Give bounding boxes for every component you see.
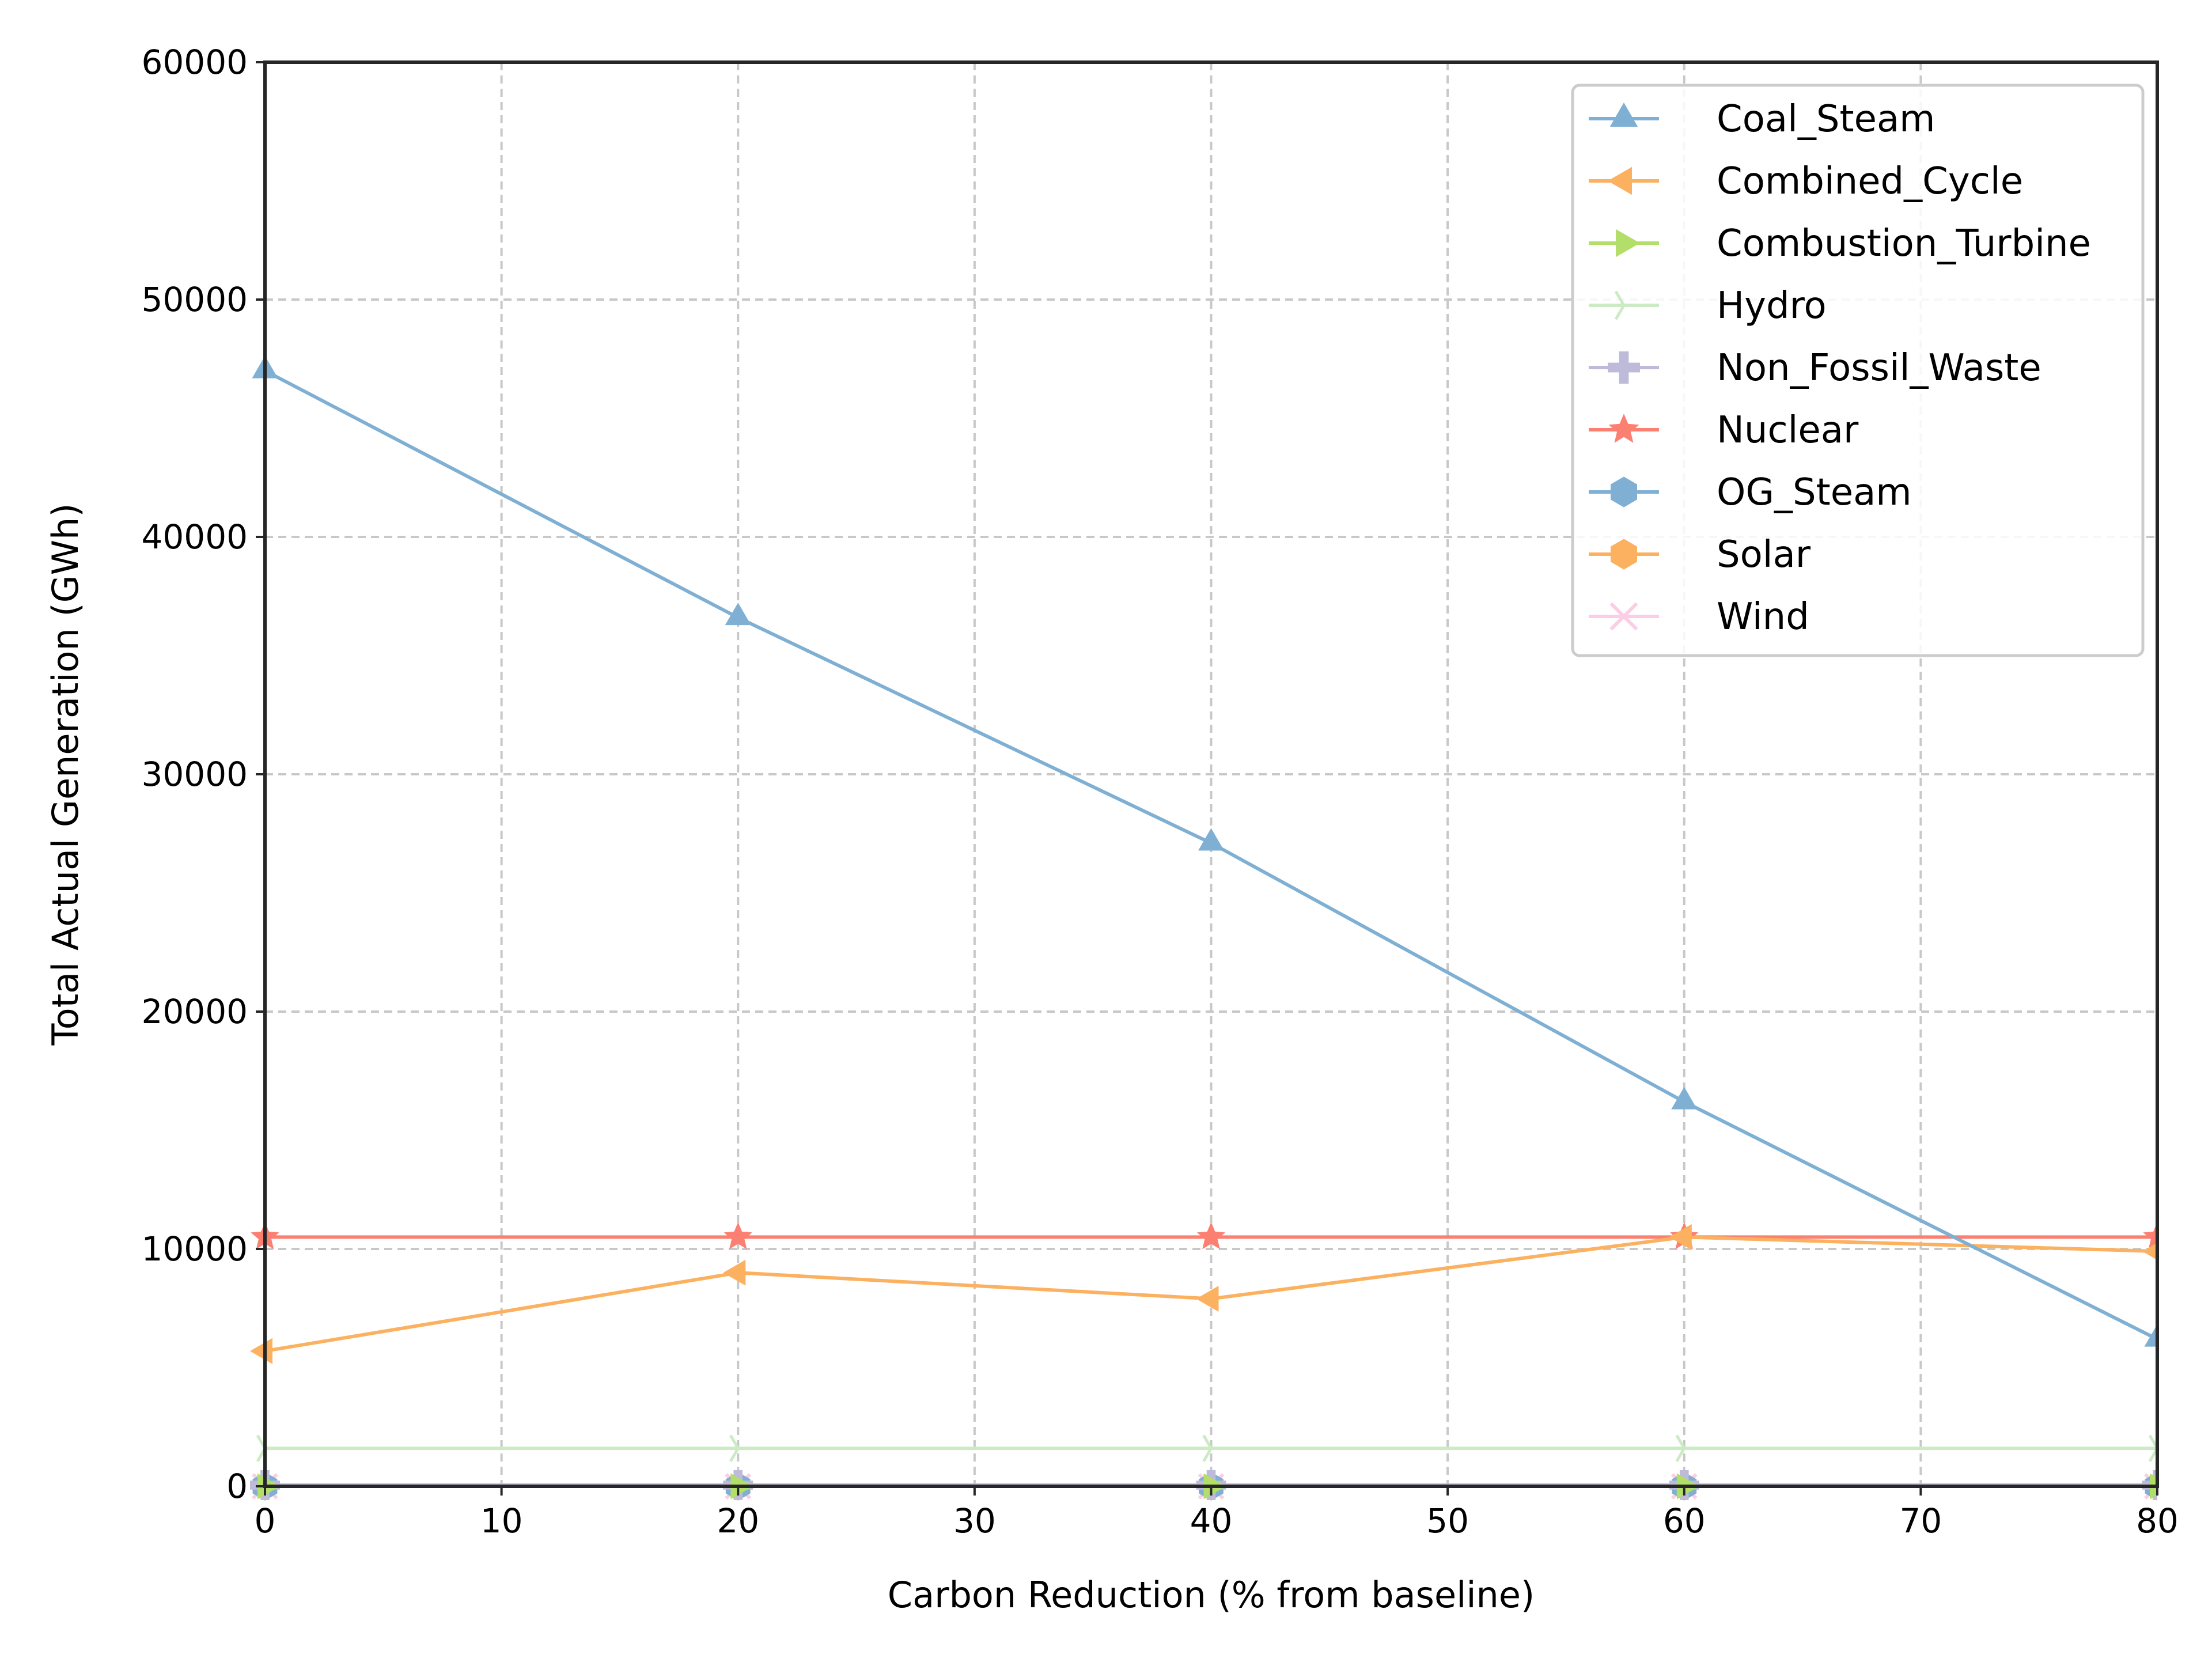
- legend-label: OG_Steam: [1717, 471, 1912, 514]
- y-tick-label: 0: [226, 1467, 248, 1506]
- data-point-hydro: [1202, 1434, 1226, 1462]
- legend-marker: [1611, 539, 1637, 570]
- data-point-combined-cycle: [723, 1259, 746, 1286]
- x-tick-label: 20: [717, 1501, 759, 1540]
- data-point-coal-steam: [725, 603, 751, 626]
- marker-stroke: [1614, 304, 1626, 320]
- x-tick-label: 70: [1899, 1501, 1942, 1540]
- x-tick-label: 60: [1663, 1501, 1706, 1540]
- legend-label: Combustion_Turbine: [1717, 222, 2091, 265]
- marker-stroke: [1675, 1447, 1685, 1462]
- data-point-coal-steam: [1198, 828, 1224, 851]
- legend-marker: [1616, 229, 1640, 258]
- x-tick-label: 80: [2136, 1501, 2179, 1540]
- legend-label: Non_Fossil_Waste: [1717, 347, 2041, 389]
- marker-stroke: [1202, 1447, 1213, 1462]
- marker-stroke: [1614, 290, 1626, 306]
- y-tick-label: 50000: [141, 280, 248, 319]
- legend-label: Hydro: [1717, 285, 1827, 327]
- data-point-nuclear: [724, 1222, 752, 1250]
- data-point-combined-cycle: [1669, 1224, 1692, 1250]
- legend-entry-combined-cycle: Combined_Cycle: [1589, 160, 2023, 203]
- legend-entry-nuclear: Nuclear: [1589, 409, 1859, 452]
- legend: Coal_Steam Combined_Cycle Combustion_Turbi…: [1571, 84, 2145, 657]
- data-point-hydro: [729, 1434, 753, 1462]
- legend-marker: [1611, 476, 1637, 508]
- legend-marker: [1608, 351, 1640, 384]
- y-axis-label: Total Actual Generation (GWh): [44, 503, 86, 1046]
- legend-entry-solar: Solar: [1589, 533, 1811, 576]
- data-point-coal-steam: [1671, 1086, 1698, 1110]
- legend-marker: [1614, 290, 1640, 320]
- data-point-combined-cycle: [1196, 1286, 1219, 1312]
- x-tick-label: 50: [1426, 1501, 1469, 1540]
- data-point-coal-steam: [2144, 1324, 2157, 1347]
- series-combined-cycle: [250, 1224, 2157, 1364]
- legend-entry-og-steam: OG_Steam: [1589, 471, 1912, 514]
- data-point-nuclear: [1196, 1222, 1226, 1250]
- data-point-hydro: [1675, 1434, 1699, 1462]
- y-tick-label: 10000: [141, 1229, 248, 1269]
- data-point-combined-cycle: [250, 1338, 272, 1364]
- legend-label: Combined_Cycle: [1717, 160, 2023, 203]
- legend-box: [1571, 84, 2145, 657]
- y-tick-label: 20000: [141, 992, 248, 1031]
- legend-entry-wind: Wind: [1589, 596, 1809, 638]
- legend-label: Solar: [1717, 533, 1811, 576]
- legend-marker: [1608, 414, 1639, 443]
- marker-bar: [1619, 351, 1629, 384]
- marker-stroke: [1609, 602, 1638, 631]
- legend-label: Coal_Steam: [1717, 98, 1936, 141]
- marker-stroke: [1202, 1434, 1213, 1449]
- data-point-combined-cycle: [2142, 1243, 2157, 1260]
- y-tick-label: 40000: [141, 517, 248, 556]
- legend-marker: [1609, 103, 1638, 127]
- x-axis-label: Carbon Reduction (% from baseline): [888, 1574, 1535, 1616]
- legend-marker: [1609, 602, 1638, 631]
- legend-entry-combustion-turbine: Combustion_Turbine: [1589, 222, 2091, 265]
- y-tick-label: 30000: [141, 755, 248, 794]
- x-tick-label: 0: [255, 1501, 276, 1540]
- marker-stroke: [729, 1447, 740, 1462]
- legend-marker: [1608, 166, 1632, 195]
- marker-stroke: [1675, 1434, 1685, 1449]
- legend-label: Wind: [1717, 596, 1809, 638]
- axis-ticks: 0 10 20 30 40 50 60 70 80 0 10000 20000 30000 40000 50…: [141, 43, 2178, 1540]
- legend-entry-non-fossil-waste: Non_Fossil_Waste: [1589, 347, 2041, 389]
- legend-entry-hydro: Hydro: [1589, 285, 1827, 327]
- y-tick-label: 60000: [141, 43, 248, 82]
- x-tick-label: 10: [480, 1501, 523, 1540]
- legend-label: Nuclear: [1717, 409, 1859, 452]
- series-coal-steam: [252, 355, 2157, 1347]
- x-tick-label: 40: [1190, 1501, 1233, 1540]
- x-tick-label: 30: [953, 1501, 996, 1540]
- legend-entry-coal-steam: Coal_Steam: [1589, 98, 1936, 141]
- data-point-nuclear: [2143, 1222, 2157, 1250]
- marker-stroke: [729, 1434, 740, 1449]
